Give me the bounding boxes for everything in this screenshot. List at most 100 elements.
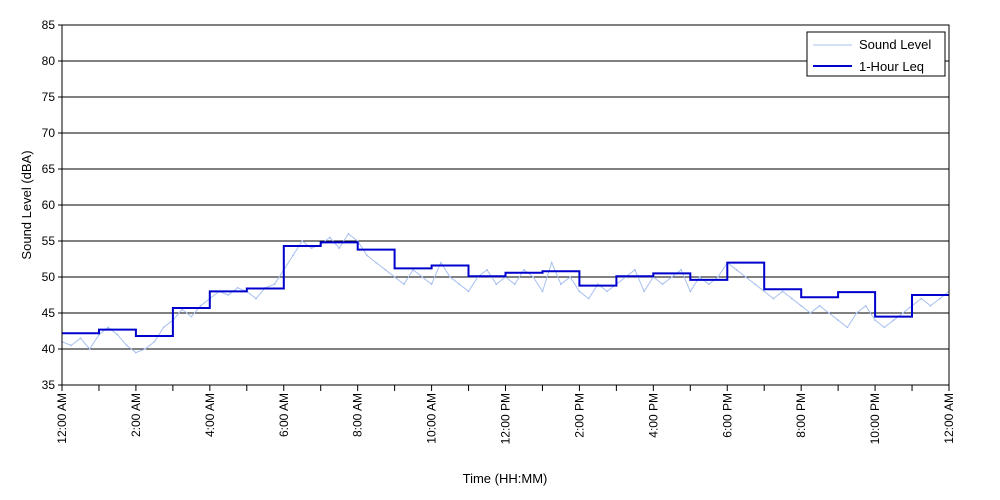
- sound-level-point: [347, 232, 350, 235]
- sound-level-point: [837, 319, 839, 322]
- sound-level-point: [135, 351, 137, 354]
- sound-level-point: [883, 326, 886, 329]
- y-tick-label: 40: [42, 342, 56, 356]
- sound-level-point: [707, 283, 710, 286]
- sound-level-point: [153, 340, 156, 343]
- sound-level-point: [227, 294, 230, 296]
- sound-level-point: [892, 319, 895, 322]
- y-tick-label: 85: [42, 18, 56, 32]
- y-tick-label: 50: [42, 270, 56, 284]
- sound-level-point: [393, 276, 396, 278]
- sound-level-point: [781, 290, 784, 293]
- sound-level-point: [938, 297, 941, 300]
- x-tick-label: 2:00 PM: [572, 393, 586, 438]
- sound-level-point: [828, 312, 830, 314]
- sound-level-point: [864, 304, 867, 307]
- y-axis-ticks: 35 40 45 50 55 60 65 70 75 80 85: [42, 18, 62, 392]
- sound-level-point: [735, 268, 738, 271]
- sound-level-point: [162, 326, 165, 329]
- sound-level-point: [772, 297, 775, 300]
- sound-level-point: [661, 283, 664, 286]
- sound-level-point: [606, 290, 608, 293]
- sound-level-point: [901, 312, 904, 314]
- sound-level-point: [116, 333, 119, 336]
- sound-level-point: [144, 348, 147, 350]
- legend: Sound Level 1-Hour Leq: [806, 31, 946, 77]
- x-tick-label: 4:00 AM: [203, 393, 217, 437]
- sound-level-point: [717, 276, 719, 278]
- sound-level-point: [578, 290, 581, 293]
- y-tick-label: 75: [42, 90, 56, 104]
- sound-level-point: [874, 319, 876, 322]
- sound-level-point: [587, 297, 590, 300]
- series-line-leq: [62, 241, 949, 337]
- series-layer: [61, 232, 950, 354]
- y-tick-label: 70: [42, 126, 56, 140]
- sound-level-point: [569, 276, 572, 278]
- sound-level-point: [403, 283, 405, 286]
- sound-level-point: [292, 254, 294, 257]
- sound-level-point: [458, 283, 461, 286]
- sound-level-point: [467, 290, 470, 293]
- sound-level-point: [375, 261, 377, 264]
- x-tick-label: 12:00 AM: [55, 393, 69, 444]
- x-tick-label: 10:00 AM: [425, 393, 439, 444]
- x-tick-label: 10:00 PM: [868, 393, 882, 444]
- sound-level-point: [744, 276, 747, 278]
- sound-level-point: [698, 276, 701, 278]
- sound-level-point: [384, 268, 387, 271]
- sound-level-point: [670, 276, 673, 278]
- sound-level-point: [689, 290, 692, 293]
- sound-level-point: [125, 344, 128, 347]
- x-tick-label: 6:00 AM: [277, 393, 291, 437]
- legend-label-leq: 1-Hour Leq: [859, 59, 924, 74]
- sound-level-point: [495, 283, 498, 286]
- sound-level-point: [763, 290, 766, 293]
- x-tick-label: 6:00 PM: [720, 393, 734, 438]
- sound-level-point: [310, 247, 313, 250]
- sound-level-point: [818, 304, 821, 307]
- sound-level-point: [366, 254, 368, 257]
- sound-level-point: [754, 283, 756, 286]
- sound-level-point: [541, 290, 544, 293]
- sound-level-point: [532, 276, 535, 278]
- sound-level-point: [255, 297, 257, 300]
- y-tick-label: 45: [42, 306, 56, 320]
- sound-level-point: [791, 297, 793, 300]
- sound-level-point: [79, 337, 82, 340]
- sound-level-point: [680, 268, 682, 271]
- sound-level-point: [273, 283, 276, 286]
- sound-level-point: [329, 236, 331, 239]
- sound-level-point: [634, 268, 636, 271]
- sound-level-point: [88, 348, 91, 350]
- x-tick-label: 2:00 AM: [129, 393, 143, 437]
- sound-level-point: [439, 261, 442, 264]
- sound-level-point: [846, 326, 849, 329]
- sound-level-point: [920, 297, 923, 300]
- sound-level-point: [550, 261, 553, 264]
- sound-level-point: [338, 247, 341, 250]
- sound-level-point: [523, 268, 525, 271]
- y-tick-label: 60: [42, 198, 56, 212]
- sound-level-point: [430, 283, 433, 286]
- y-axis-title: Sound Level (dBA): [19, 150, 34, 259]
- y-tick-label: 65: [42, 162, 56, 176]
- legend-box: [806, 31, 946, 77]
- x-tick-label: 8:00 PM: [794, 393, 808, 438]
- sound-level-point: [236, 286, 239, 289]
- x-tick-label: 12:00 AM: [942, 393, 956, 444]
- sound-level-point: [421, 276, 424, 278]
- sound-level-point: [855, 312, 858, 314]
- x-tick-label: 12:00 PM: [499, 393, 513, 444]
- x-axis-title: Time (HH:MM): [463, 471, 548, 486]
- sound-level-point: [70, 344, 73, 347]
- sound-level-point: [513, 283, 516, 286]
- sound-level-point: [800, 304, 803, 307]
- sound-level-point: [643, 290, 645, 293]
- sound-level-point: [809, 312, 812, 314]
- sound-level-point: [449, 276, 451, 278]
- sound-level-point: [301, 240, 304, 242]
- x-tick-label: 8:00 AM: [351, 393, 365, 437]
